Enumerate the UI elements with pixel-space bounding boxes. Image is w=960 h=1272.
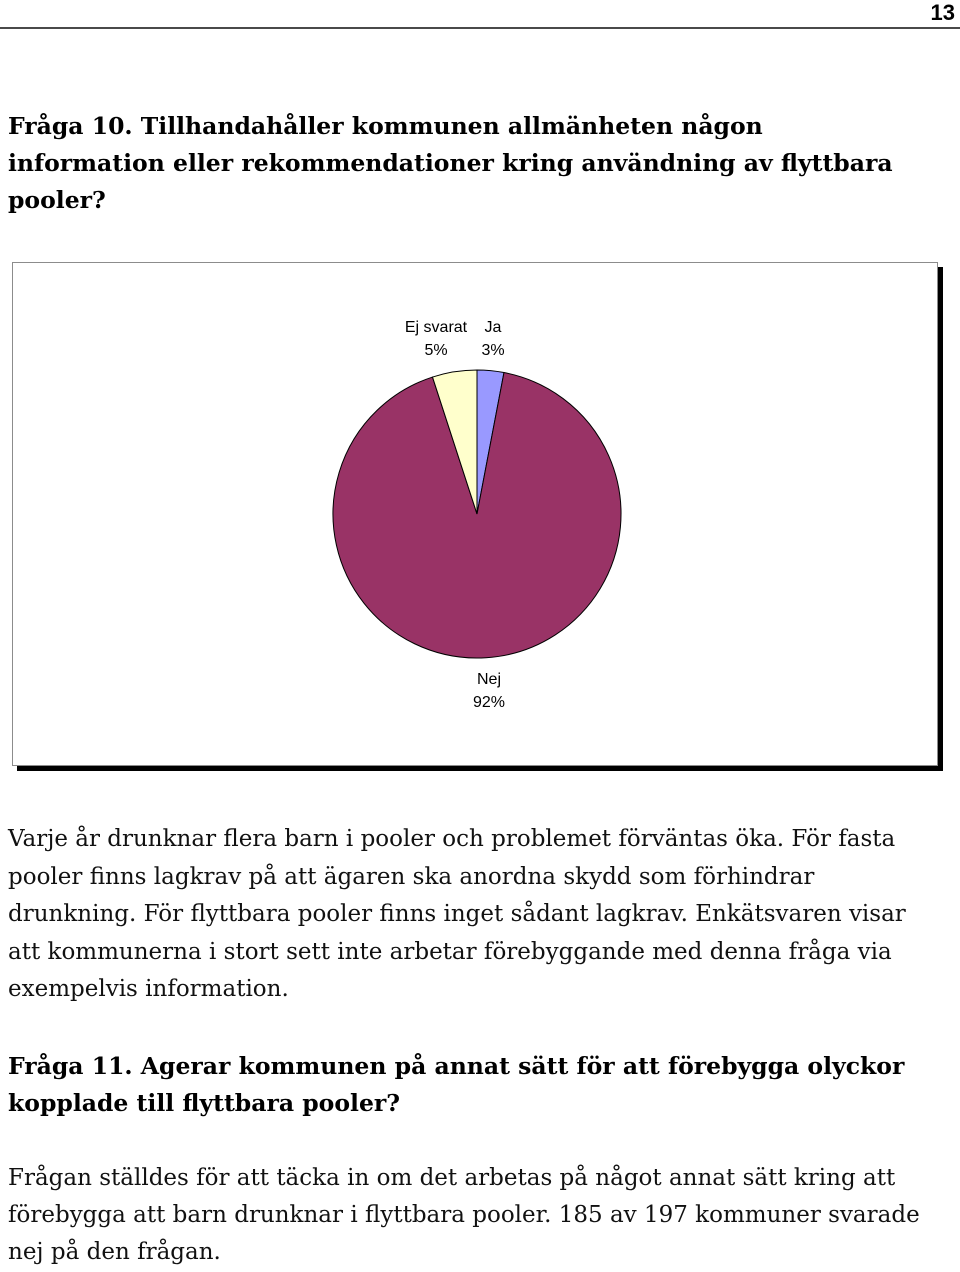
- heading-line: pooler?: [8, 186, 106, 214]
- header-rule: [0, 27, 960, 29]
- heading-line: Fråga 11. Agerar kommunen på annat sätt …: [8, 1052, 905, 1080]
- pie-slice-ej-svarat: [431, 369, 478, 515]
- pie-label-ja-category: Ja: [485, 319, 502, 336]
- paragraph-line: pooler finns lagkrav på att ägaren ska a…: [8, 863, 815, 890]
- pie-label-ej-svarat-category: Ej svarat: [405, 319, 468, 336]
- page-number: 13: [930, 0, 955, 25]
- pie-label-ja-percent: 3%: [481, 342, 504, 359]
- paragraph-2: Frågan ställdes för att täcka in om det …: [8, 1160, 920, 1271]
- heading-line: Fråga 10. Tillhandahåller kommunen allmä…: [8, 112, 763, 140]
- paragraph-line: Frågan ställdes för att täcka in om det …: [8, 1165, 896, 1191]
- pie-label-ej-svarat-percent: 5%: [424, 342, 447, 359]
- paragraph-line: förebygga att barn drunknar i flyttbara …: [8, 1202, 920, 1228]
- heading-line: information eller rekommendationer kring…: [8, 149, 893, 177]
- question-10-heading: Fråga 10. Tillhandahåller kommunen allmä…: [8, 108, 893, 219]
- pie-slice-nej: [332, 371, 622, 659]
- pie-label-nej-category: Nej: [477, 671, 501, 688]
- paragraph-1: Varje år drunknar flera barn i pooler oc…: [8, 821, 906, 1009]
- pie-label-nej-percent: 92%: [473, 694, 505, 711]
- question-11-heading: Fråga 11. Agerar kommunen på annat sätt …: [8, 1048, 904, 1122]
- pie-chart-frame: Ej svarat 5% Ja 3% Nej 92%: [12, 262, 938, 766]
- paragraph-line: drunkning. För flyttbara pooler finns in…: [8, 901, 906, 927]
- heading-line: kopplade till flyttbara pooler?: [8, 1089, 401, 1117]
- paragraph-line: nej på den frågan.: [8, 1239, 221, 1265]
- paragraph-line: exempelvis information.: [8, 976, 289, 1002]
- pie-chart: Ej svarat 5% Ja 3% Nej 92%: [332, 319, 622, 711]
- paragraph-line: att kommunerna i stort sett inte arbetar…: [8, 938, 892, 965]
- paragraph-line: Varje år drunknar flera barn i pooler oc…: [8, 826, 896, 852]
